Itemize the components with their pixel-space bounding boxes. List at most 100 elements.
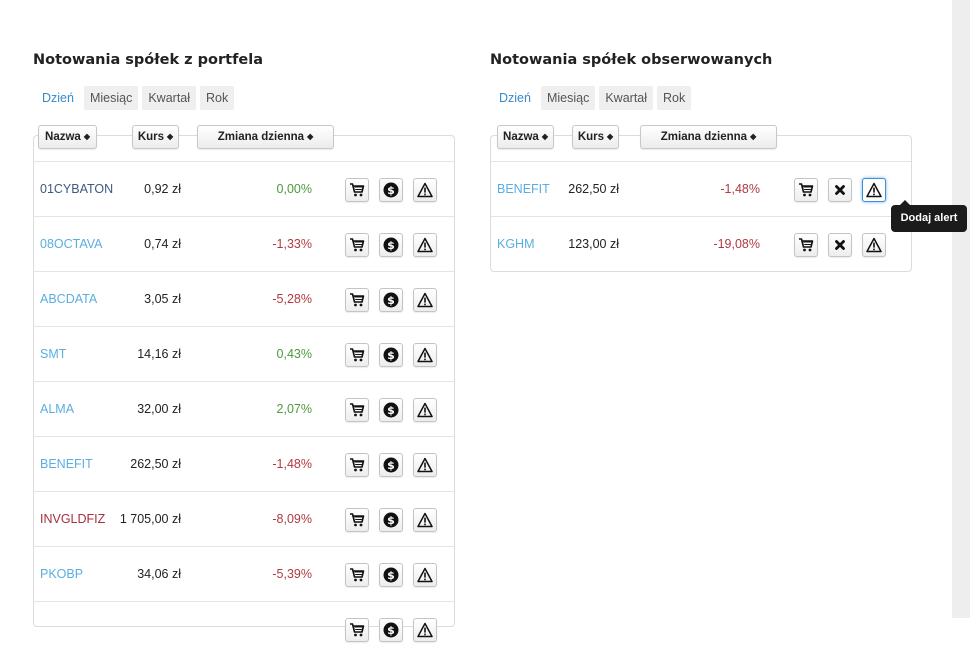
- sell-button[interactable]: $: [379, 563, 403, 587]
- buy-button[interactable]: [345, 178, 369, 202]
- cart-icon: [350, 568, 365, 582]
- stock-name-link[interactable]: INVGLDFIZ: [40, 512, 106, 526]
- sell-button[interactable]: $: [379, 453, 403, 477]
- tab-month[interactable]: Miesiąc: [540, 86, 596, 110]
- stock-price: 14,16 zł: [137, 347, 181, 361]
- stock-price: 0,74 zł: [144, 237, 181, 251]
- remove-button[interactable]: [828, 178, 852, 202]
- add-alert-button[interactable]: [413, 233, 437, 257]
- stock-name-link[interactable]: SMT: [40, 347, 67, 361]
- add-alert-button[interactable]: [413, 453, 437, 477]
- dollar-icon: $: [383, 622, 399, 638]
- cart-icon: [350, 458, 365, 472]
- alert-icon: [417, 512, 433, 528]
- stock-price: 262,50 zł: [568, 182, 619, 196]
- cart-icon: [350, 513, 365, 527]
- alert-icon: [866, 182, 882, 198]
- svg-text:$: $: [387, 624, 395, 637]
- cart-icon: [350, 238, 365, 252]
- buy-button[interactable]: [794, 233, 818, 257]
- buy-button[interactable]: [345, 618, 369, 642]
- cart-icon: [799, 183, 814, 197]
- sell-button[interactable]: $: [379, 233, 403, 257]
- add-alert-button[interactable]: [413, 288, 437, 312]
- table-row: BENEFIT 262,50 zł -1,48%: [490, 161, 911, 217]
- stock-name-link[interactable]: BENEFIT: [497, 182, 550, 196]
- daily-change: -19,08%: [713, 237, 760, 251]
- sell-button[interactable]: $: [379, 398, 403, 422]
- dollar-icon: $: [383, 237, 399, 253]
- sort-by-price-button[interactable]: Kurs ◆: [132, 125, 179, 149]
- daily-change: -5,39%: [272, 567, 312, 581]
- sell-button[interactable]: $: [379, 178, 403, 202]
- stock-name-link[interactable]: ALMA: [40, 402, 75, 416]
- buy-button[interactable]: [345, 453, 369, 477]
- svg-text:$: $: [387, 184, 395, 197]
- sort-icon: ◆: [541, 132, 548, 141]
- alert-icon: [417, 402, 433, 418]
- stock-name-link[interactable]: KGHM: [497, 237, 535, 251]
- tab-year[interactable]: Rok: [200, 86, 235, 110]
- daily-change: -1,48%: [720, 182, 760, 196]
- cart-icon: [350, 403, 365, 417]
- add-alert-button[interactable]: [413, 508, 437, 532]
- sell-button[interactable]: $: [379, 618, 403, 642]
- stock-price: 0,92 zł: [144, 182, 181, 196]
- tab-day[interactable]: Dzień: [42, 91, 74, 105]
- sort-icon: ◆: [607, 132, 614, 141]
- add-alert-button[interactable]: [862, 233, 886, 257]
- stock-name-link[interactable]: 08OCTAVA: [40, 237, 103, 251]
- buy-button[interactable]: [345, 508, 369, 532]
- cart-icon: [350, 623, 365, 637]
- page-scrollbar[interactable]: [952, 0, 970, 618]
- stock-price: 32,00 zł: [137, 402, 181, 416]
- dollar-icon: $: [383, 457, 399, 473]
- tab-quarter[interactable]: Kwartał: [599, 86, 654, 110]
- tab-quarter[interactable]: Kwartał: [142, 86, 197, 110]
- remove-icon: [835, 185, 845, 195]
- sort-by-change-button[interactable]: Zmiana dzienna ◆: [197, 125, 334, 149]
- buy-button[interactable]: [345, 288, 369, 312]
- table-row: 08OCTAVA 0,74 zł -1,33% $: [33, 216, 454, 272]
- buy-button[interactable]: [345, 398, 369, 422]
- dollar-icon: $: [383, 182, 399, 198]
- tab-year[interactable]: Rok: [657, 86, 692, 110]
- sort-by-change-button[interactable]: Zmiana dzienna ◆: [640, 125, 777, 149]
- portfolio-period-tabs: Dzień Miesiąc Kwartał Rok: [36, 86, 235, 110]
- cart-icon: [350, 348, 365, 362]
- stock-name-link[interactable]: 01CYBATON: [40, 182, 114, 196]
- alert-icon: [417, 457, 433, 473]
- cart-icon: [350, 183, 365, 197]
- add-alert-button[interactable]: [413, 343, 437, 367]
- daily-change: -1,33%: [272, 237, 312, 251]
- stock-name-link[interactable]: PKOBP: [40, 567, 84, 581]
- tab-day[interactable]: Dzień: [499, 91, 531, 105]
- tab-month[interactable]: Miesiąc: [83, 86, 139, 110]
- sort-by-price-button[interactable]: Kurs ◆: [572, 125, 619, 149]
- svg-text:$: $: [387, 569, 395, 582]
- sort-by-name-button[interactable]: Nazwa ◆: [38, 125, 97, 149]
- buy-button[interactable]: [345, 343, 369, 367]
- stock-name-link[interactable]: BENEFIT: [40, 457, 93, 471]
- daily-change: -5,28%: [272, 292, 312, 306]
- add-alert-button[interactable]: [413, 563, 437, 587]
- sell-button[interactable]: $: [379, 343, 403, 367]
- portfolio-panel-title: Notowania spółek z portfela: [33, 52, 263, 68]
- remove-icon: [835, 240, 845, 250]
- add-alert-button[interactable]: [413, 398, 437, 422]
- add-alert-button[interactable]: [413, 618, 437, 642]
- table-row: SMT 14,16 zł 0,43% $: [33, 326, 454, 382]
- sort-by-name-button[interactable]: Nazwa ◆: [497, 125, 554, 149]
- sort-icon: ◆: [167, 132, 174, 141]
- svg-text:$: $: [387, 459, 395, 472]
- remove-button[interactable]: [828, 233, 852, 257]
- add-alert-button[interactable]: [862, 178, 886, 202]
- buy-button[interactable]: [345, 563, 369, 587]
- buy-button[interactable]: [794, 178, 818, 202]
- stock-name-link[interactable]: ABCDATA: [40, 292, 98, 306]
- stock-price: 34,06 zł: [137, 567, 181, 581]
- sell-button[interactable]: $: [379, 288, 403, 312]
- buy-button[interactable]: [345, 233, 369, 257]
- sell-button[interactable]: $: [379, 508, 403, 532]
- add-alert-button[interactable]: [413, 178, 437, 202]
